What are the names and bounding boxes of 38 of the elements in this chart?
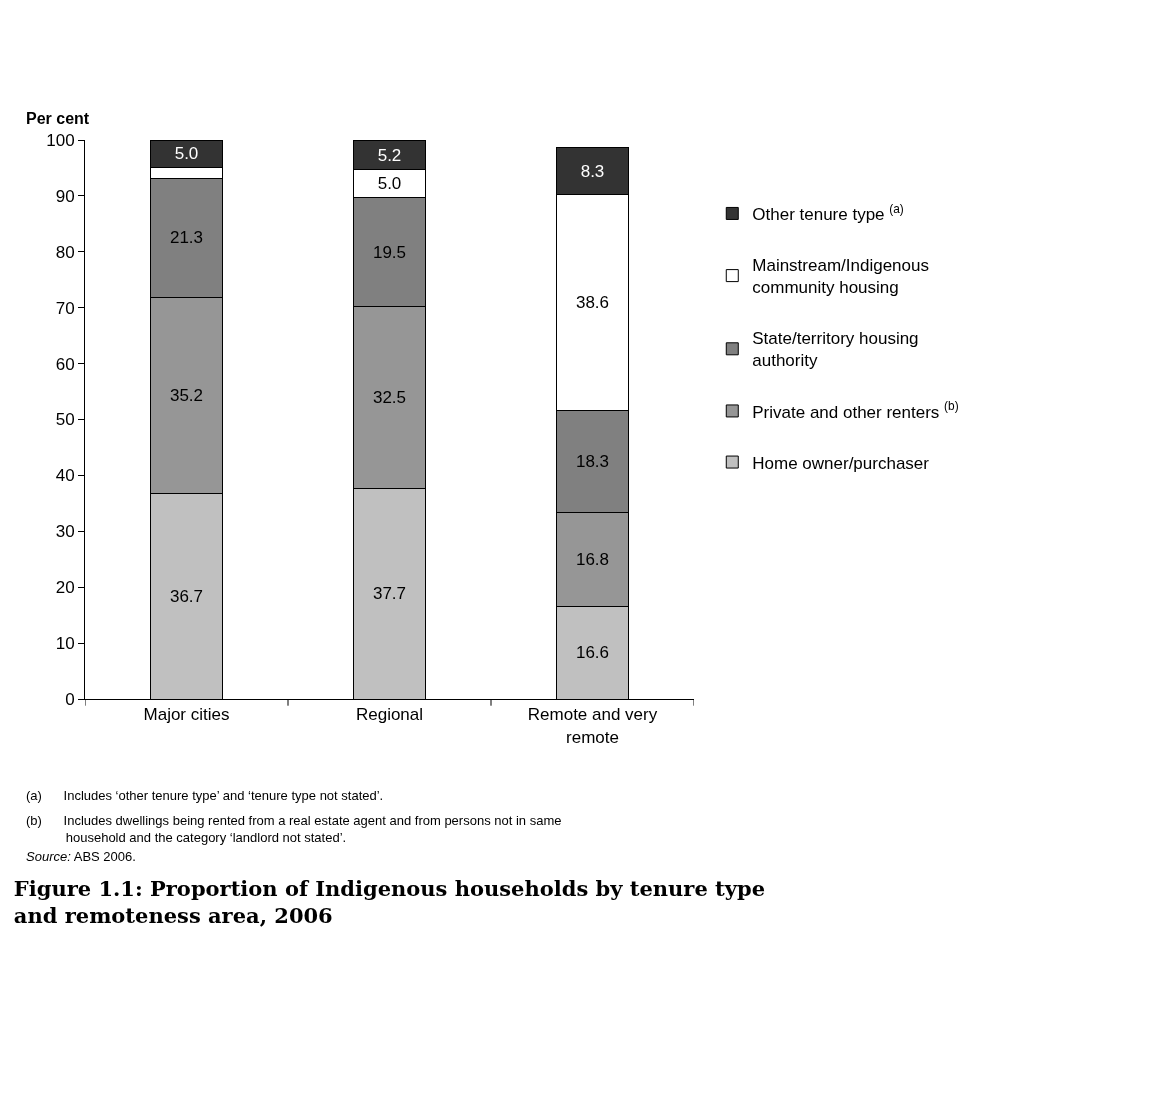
data-label: 21.3 <box>169 228 204 248</box>
y-axis-title: Per cent <box>26 110 90 127</box>
data-label: 18.3 <box>575 451 610 471</box>
y-tick-label: 10 <box>55 634 75 654</box>
text: Figure 1.1: Proportion of Indigenous households by tenure type and remoteness area, 2006 <box>13 875 765 928</box>
y-tick-label: 60 <box>55 354 75 374</box>
data-label: 5.0 <box>377 174 402 194</box>
data-label: 16.6 <box>575 643 610 663</box>
legend-label: State/territory housing authority <box>752 329 919 371</box>
text: (a) Includes ‘other tenure type’ and ‘tenure type not stated’. <box>26 788 384 803</box>
x-tick-label: Regional <box>355 705 424 725</box>
data-label: 5.2 <box>377 145 402 165</box>
x-tick-label: Major cities <box>143 705 230 725</box>
legend-label: Home owner/purchaser <box>752 453 930 473</box>
y-tick-label: 0 <box>65 689 75 709</box>
y-tick-label: 20 <box>55 578 75 598</box>
y-tick-label: 70 <box>55 298 75 318</box>
y-tick-label: 80 <box>55 242 75 262</box>
legend-label: Mainstream/Indigenous community housing <box>752 256 929 298</box>
data-label: 19.5 <box>372 242 407 262</box>
y-tick-label: 40 <box>55 466 75 486</box>
data-label: 8.3 <box>580 161 605 181</box>
data-label: 5.0 <box>174 144 199 164</box>
data-label: 16.8 <box>575 549 610 569</box>
y-tick-label: 50 <box>55 410 75 430</box>
y-tick-label: 30 <box>55 522 75 542</box>
data-label: 32.5 <box>372 387 407 407</box>
legend-label: Private and other renters $^{(b)}$ <box>752 399 959 422</box>
data-label: 36.7 <box>169 586 204 606</box>
data-label: 38.6 <box>575 292 610 312</box>
x-tick-label: Remote and very remote <box>527 705 658 747</box>
y-tick-label: 100 <box>46 130 75 150</box>
legend-label: Other tenure type $^{(a)}$ <box>752 201 904 225</box>
source-note: Source: ABS 2006. <box>26 849 136 864</box>
y-tick-label: 90 <box>55 186 75 206</box>
data-label: 37.7 <box>372 584 407 604</box>
data-label: 35.2 <box>169 385 204 405</box>
text: (b) Includes dwellings being rented from a real estate agent and from persons not in same household and the category ‘landlord not stated’. <box>26 813 562 845</box>
